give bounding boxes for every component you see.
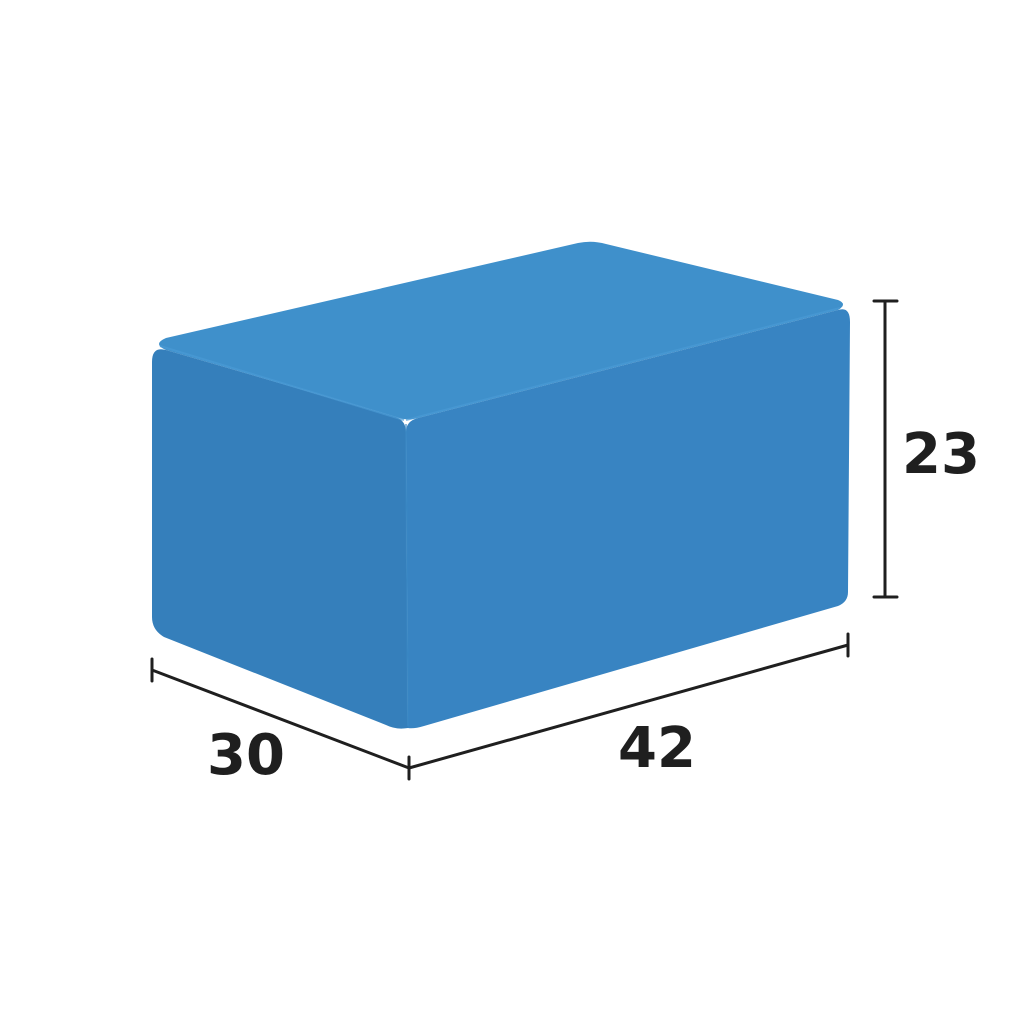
prism-front-face bbox=[406, 309, 850, 729]
prism-top-left-edge bbox=[159, 345, 405, 421]
width-dimension: 42 bbox=[407, 632, 850, 781]
prism-top-front-edge bbox=[405, 307, 841, 421]
height-dimension: 23 bbox=[872, 299, 980, 599]
depth-label: 30 bbox=[207, 723, 285, 788]
prism-top-face bbox=[159, 241, 843, 420]
depth-dimension-line bbox=[150, 668, 411, 770]
width-label: 42 bbox=[618, 716, 696, 781]
height-label: 23 bbox=[902, 422, 980, 487]
depth-dimension: 30 bbox=[150, 657, 411, 788]
width-dimension-line bbox=[407, 643, 850, 770]
rectangular-prism bbox=[152, 241, 850, 729]
prism-vertical-edge bbox=[405, 423, 409, 727]
prism-left-face bbox=[152, 349, 408, 729]
